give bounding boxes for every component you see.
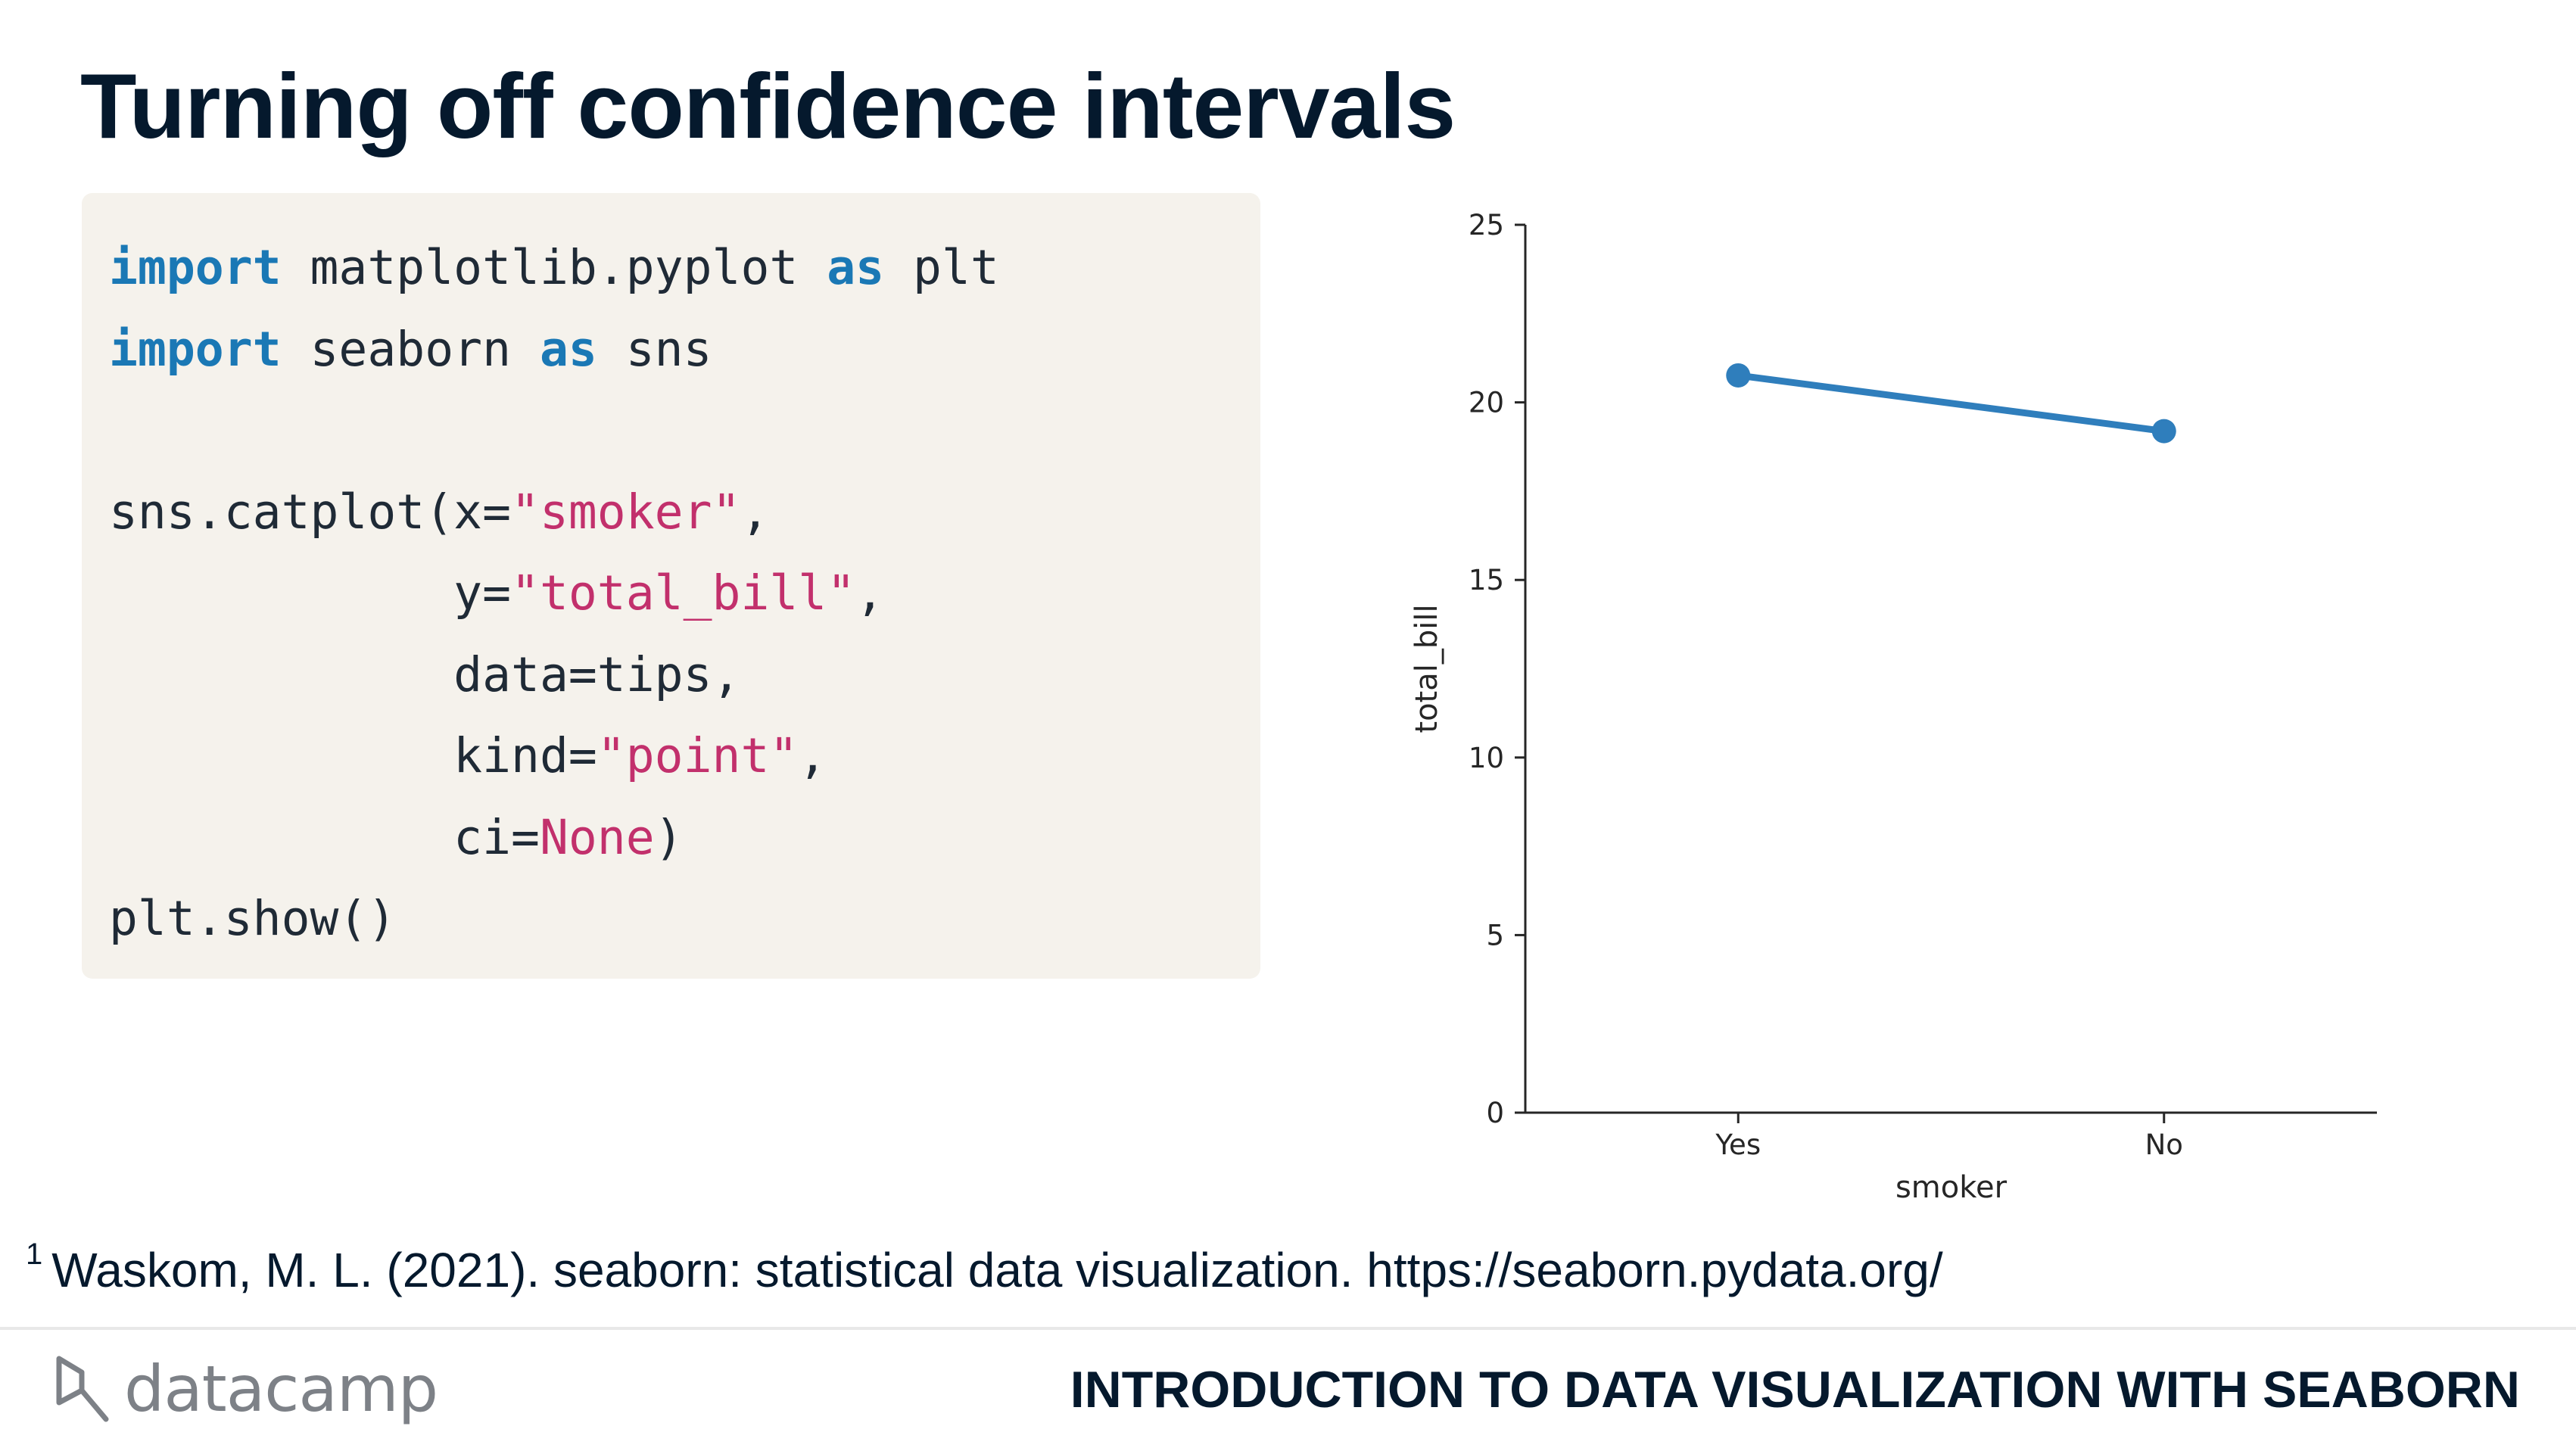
- code-keyword: as: [539, 321, 597, 377]
- code-keyword: import: [109, 321, 282, 377]
- y-tick-label: 5: [1486, 919, 1504, 951]
- y-tick-label: 10: [1469, 742, 1504, 774]
- footnote-marker: 1: [26, 1238, 43, 1271]
- code-text: ,: [855, 565, 885, 621]
- y-tick-label: 20: [1469, 387, 1504, 419]
- footer-divider: [0, 1327, 2576, 1330]
- data-point: [1726, 363, 1751, 388]
- footnote-text: Waskom, M. L. (2021). seaborn: statistic…: [51, 1243, 1943, 1297]
- y-axis-label: total_bill: [1409, 604, 1444, 733]
- code-string: None: [539, 809, 655, 865]
- datacamp-logo-icon: [56, 1356, 109, 1422]
- code-block: import matplotlib.pyplot as plt import se…: [109, 227, 999, 960]
- code-text: kind=: [109, 728, 597, 783]
- x-axis-label: smoker: [1895, 1170, 2008, 1205]
- code-text: y=: [109, 565, 512, 621]
- series-line: [1734, 372, 2168, 435]
- course-name: INTRODUCTION TO DATA VISUALIZATION WITH …: [1070, 1361, 2520, 1418]
- code-text: ): [654, 809, 684, 865]
- code-text: ,: [798, 728, 827, 783]
- code-string: "smoker": [511, 484, 741, 540]
- chart: 0 5 10 15 20 25 Yes No smoker total_bill: [1409, 209, 2377, 1205]
- logo-text: datacamp: [124, 1352, 438, 1426]
- datacamp-logo[interactable]: datacamp: [53, 1351, 438, 1427]
- code-text: data=tips,: [109, 646, 741, 702]
- x-tick-label: No: [2145, 1129, 2183, 1161]
- code-text: ,: [740, 484, 770, 540]
- data-point: [2151, 419, 2176, 444]
- code-panel: [82, 193, 1260, 979]
- x-tick-label: Yes: [1715, 1129, 1761, 1161]
- y-tick-label: 25: [1469, 209, 1504, 241]
- code-text: plt.show(): [109, 891, 397, 946]
- code-keyword: as: [827, 240, 885, 295]
- slide-title: Turning off confidence intervals: [80, 54, 1456, 157]
- code-string: "point": [596, 728, 799, 783]
- code-keyword: import: [109, 240, 282, 295]
- code-text: plt: [884, 240, 999, 295]
- point-plot: 0 5 10 15 20 25 Yes No smoker total_bill: [1409, 209, 2377, 1205]
- code-text: sns: [596, 321, 712, 377]
- code-text: sns.catplot(x=: [109, 484, 512, 540]
- code-text: seaborn: [281, 321, 540, 377]
- code-text: matplotlib.pyplot: [281, 240, 827, 295]
- footnote: 1 Waskom, M. L. (2021). seaborn: statisti…: [26, 1238, 1943, 1298]
- code-text: ci=: [109, 809, 540, 865]
- y-tick-label: 0: [1486, 1097, 1504, 1129]
- code-line: kind="point",: [109, 715, 999, 797]
- code-line: import matplotlib.pyplot as plt: [109, 227, 999, 309]
- code-line: plt.show(): [109, 878, 999, 960]
- code-line: ci=None): [109, 797, 999, 879]
- code-line: data=tips,: [109, 634, 999, 716]
- code-string: "total_bill": [511, 565, 856, 621]
- y-tick-label: 15: [1469, 564, 1504, 596]
- code-line: sns.catplot(x="smoker",: [109, 472, 999, 553]
- code-line: import seaborn as sns: [109, 309, 999, 391]
- code-line: y="total_bill",: [109, 553, 999, 634]
